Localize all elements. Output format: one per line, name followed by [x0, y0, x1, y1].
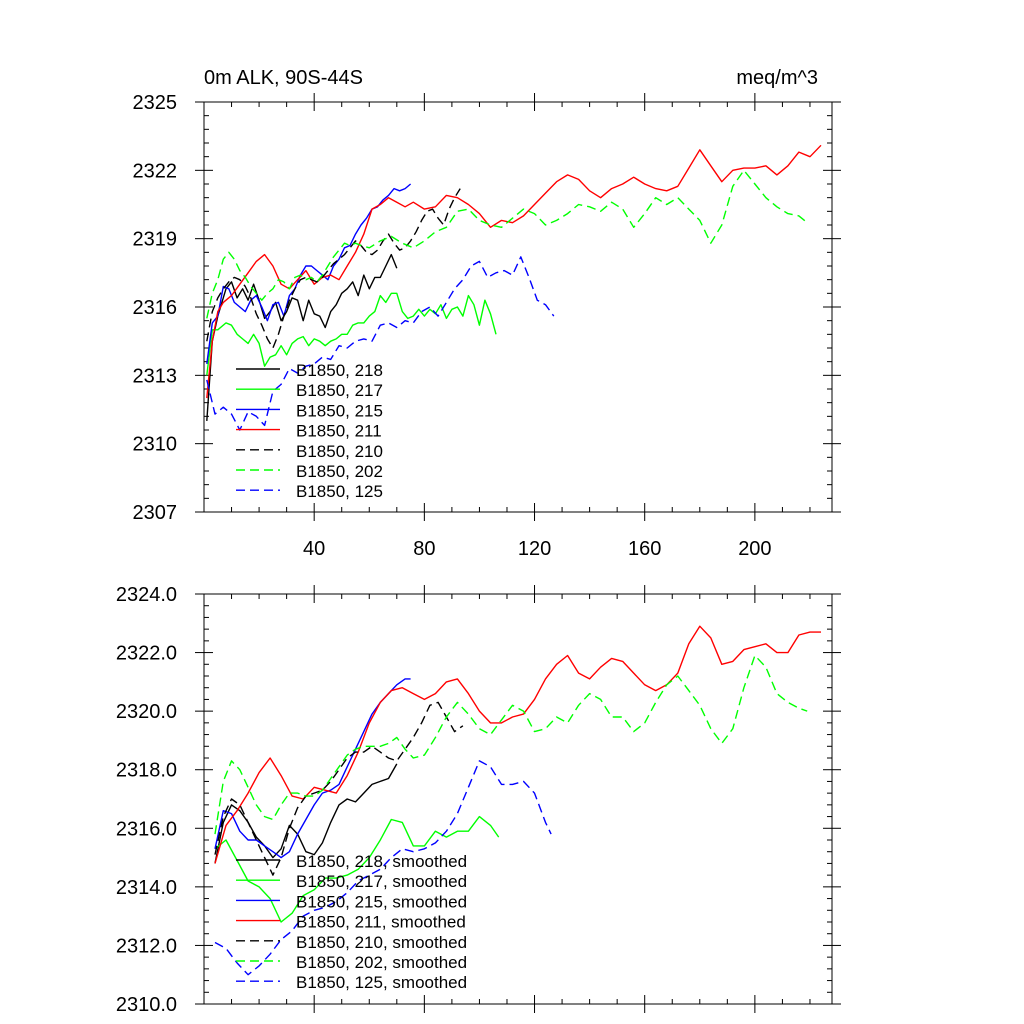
y-tick-label: 2310.0: [116, 994, 177, 1016]
legend-label: B1850, 210, smoothed: [296, 933, 467, 952]
y-tick-label: 2310: [133, 434, 178, 456]
legend-label: B1850, 202: [296, 462, 383, 481]
top-title-left: 0m ALK, 90S-44S: [204, 67, 363, 89]
series-line-3: [206, 144, 822, 399]
x-tick-label: 200: [738, 538, 771, 560]
legend-label: B1850, 211, smoothed: [296, 913, 466, 932]
x-tick-label: 120: [518, 538, 551, 560]
x-tick-label: 40: [303, 538, 325, 560]
legend-label: B1850, 218, smoothed: [296, 852, 467, 871]
bottom-panel-alk-smoothed: 2310.0 2312.0 2314.0 2316.0 2318.0 2320.0 2322…: [116, 584, 841, 1016]
series-line-4: [206, 188, 461, 349]
series-line-6: [214, 760, 552, 976]
series-line-1: [206, 292, 497, 376]
y-tick-label: 2316: [133, 297, 178, 319]
y-tick-label: 2322: [133, 160, 178, 182]
y-tick-label: 2312.0: [116, 935, 177, 957]
top-panel-alk-raw: 0m ALK, 90S-44S meq/m^3 40 80 120 160 200 230…: [133, 67, 841, 560]
top-title-right: meq/m^3: [736, 67, 818, 89]
legend-label: B1850, 217, smoothed: [296, 872, 467, 891]
series-line-4: [214, 701, 464, 876]
y-tick-label: 2320.0: [116, 701, 177, 723]
series-line-0: [206, 253, 398, 421]
legend-label: B1850, 210: [296, 442, 383, 461]
legend-label: B1850, 125, smoothed: [296, 973, 467, 992]
y-tick-label: 2314.0: [116, 877, 177, 899]
series-line-5: [214, 654, 808, 835]
legend-label: B1850, 202, smoothed: [296, 953, 467, 972]
plot-frame: [203, 593, 833, 1005]
y-tick-label: 2316.0: [116, 818, 177, 840]
legend-label: B1850, 215, smoothed: [296, 892, 467, 911]
legend-label: B1850, 211: [296, 422, 382, 441]
y-tick-label: 2313: [133, 365, 178, 387]
y-tick-label: 2325: [133, 92, 178, 114]
legend-label: B1850, 215: [296, 401, 383, 420]
y-tick-label: 2324.0: [116, 584, 177, 606]
y-tick-label: 2322.0: [116, 643, 177, 665]
y-tick-label: 2318.0: [116, 760, 177, 782]
legend-label: B1850, 218: [296, 361, 383, 380]
series-line-6: [206, 256, 555, 431]
x-tick-label: 80: [413, 538, 435, 560]
y-tick-label: 2307: [133, 502, 178, 524]
legend-label: B1850, 125: [296, 482, 383, 501]
series-line-5: [206, 169, 808, 319]
series-line-3: [214, 625, 821, 864]
legend-label: B1850, 217: [296, 381, 383, 400]
x-tick-label: 160: [628, 538, 661, 560]
series-line-2: [214, 678, 411, 859]
series-line-1: [214, 815, 500, 923]
series-line-0: [214, 763, 398, 864]
y-tick-label: 2319: [133, 229, 178, 251]
